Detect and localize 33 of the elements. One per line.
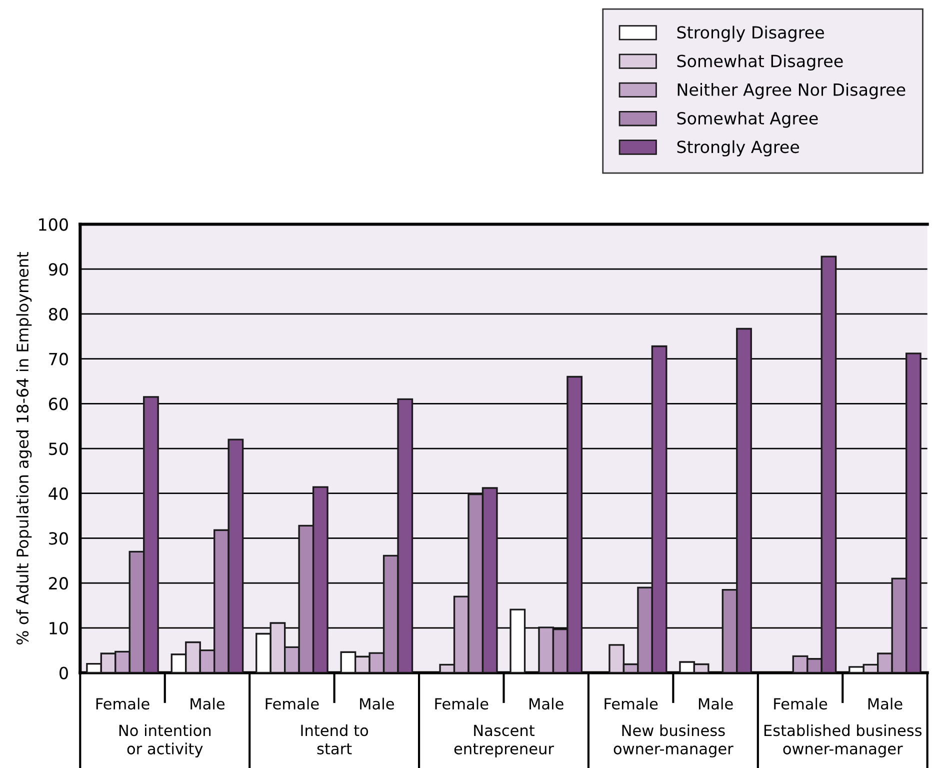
y-tick-label: 20 <box>49 577 68 590</box>
x-tick-label: Female <box>604 698 658 710</box>
y-tick-label: 30 <box>49 532 68 545</box>
y-tick-label: 70 <box>49 352 68 366</box>
x-tick-label: Male <box>698 698 733 710</box>
y-tick-label: 80 <box>48 308 68 321</box>
x-tick-label: Female <box>96 698 150 710</box>
legend-label: Neither Agree Nor Disagree <box>678 83 906 100</box>
text: Nascent entrepreneur <box>454 724 554 758</box>
x-tick-label: Male <box>190 698 225 710</box>
x-tick-label: Female <box>266 698 319 710</box>
legend-label: Strongly Disagree <box>677 26 824 42</box>
legend-label: Somewhat Disagree <box>677 54 843 71</box>
y-tick-label: 90 <box>48 263 68 276</box>
y-tick-label: 60 <box>48 398 68 410</box>
text: New business owner-manager <box>614 724 734 758</box>
legend-label: Somewhat Agree <box>677 112 818 128</box>
legend-label: Strongly Agree <box>677 140 800 156</box>
x-tick-label: Male <box>360 698 394 710</box>
x-tick-label: Female <box>435 698 488 710</box>
x-tick-label: Male <box>868 698 902 710</box>
x-tick-label: Female <box>774 698 828 710</box>
text: Intend to start <box>301 724 368 754</box>
y-tick-label: 40 <box>48 487 68 500</box>
y-tick-label: 50 <box>49 442 68 456</box>
y-axis-title: % of Adult Population aged 18-64 in Employment <box>16 252 32 644</box>
y-tick-label: 100 <box>39 218 68 231</box>
text: No intention or activity <box>119 724 211 758</box>
bar <box>510 608 526 673</box>
y-tick-label: 10 <box>50 622 68 634</box>
x-tick-label: Male <box>530 698 564 710</box>
y-tick-label: 0 <box>60 666 68 680</box>
text: Established business owner-manager <box>764 724 922 758</box>
